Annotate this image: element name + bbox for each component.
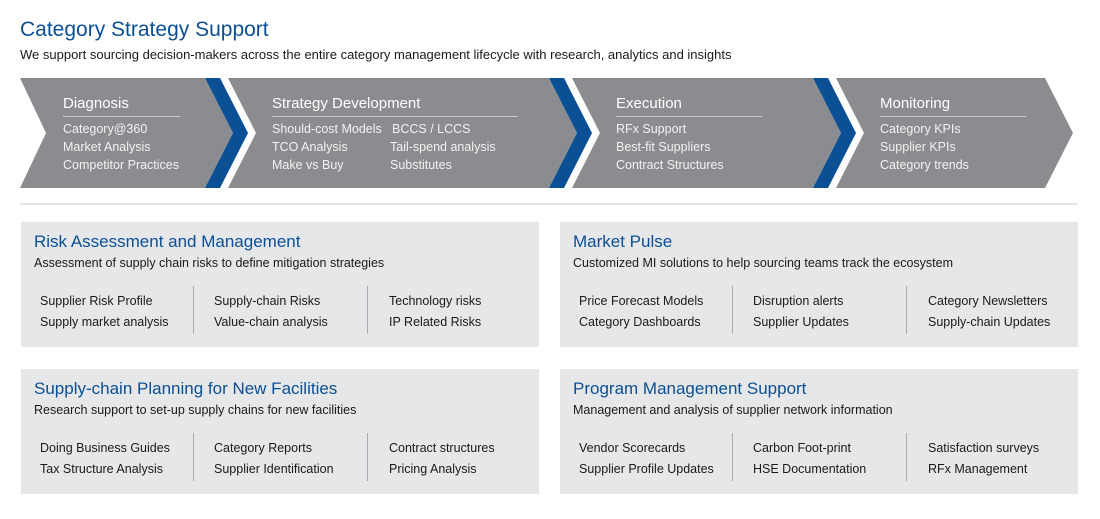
panel-title: Program Management Support xyxy=(573,379,807,398)
list-item: Supply-chain Updates xyxy=(928,315,1051,329)
panel-risk-assessment: Risk Assessment and Management Assessmen… xyxy=(21,222,539,347)
list-item: Value-chain analysis xyxy=(214,315,328,329)
stage-item: Category KPIs xyxy=(880,122,961,136)
separator-3 xyxy=(813,78,856,188)
panel-market-pulse: Market Pulse Customized MI solutions to … xyxy=(560,222,1078,347)
stage-name: Strategy Development xyxy=(272,95,421,112)
panel-title: Risk Assessment and Management xyxy=(34,232,301,251)
list-item: Supplier Risk Profile xyxy=(40,294,153,308)
column-separator xyxy=(732,433,733,481)
list-item: Technology risks xyxy=(389,294,482,308)
panel-program-management: Program Management Support Management an… xyxy=(560,369,1078,494)
list-item: Category Newsletters xyxy=(928,294,1048,308)
panel-column: Satisfaction surveys RFx Management xyxy=(928,438,1039,480)
panel-column: Category Newsletters Supply-chain Update… xyxy=(928,291,1050,333)
list-item: Vendor Scorecards xyxy=(579,441,686,455)
stage-item: Substitutes xyxy=(390,158,452,172)
column-separator xyxy=(367,433,368,481)
list-item: Category Dashboards xyxy=(579,315,701,329)
list-item: Supply-chain Risks xyxy=(214,294,321,308)
panel-supply-chain-planning: Supply-chain Planning for New Facilities… xyxy=(21,369,539,494)
page-subtitle: We support sourcing decision-makers acro… xyxy=(20,47,732,62)
panel-column: Supplier Risk Profile Supply market anal… xyxy=(40,291,169,333)
panel-column: Supply-chain Risks Value-chain analysis xyxy=(214,291,328,333)
chevron-strategy xyxy=(228,78,577,188)
separator-1 xyxy=(205,78,248,188)
panel-column: Carbon Foot-print HSE Documentation xyxy=(753,438,866,480)
stage-rule xyxy=(63,116,180,117)
chevron-diagnosis xyxy=(20,78,233,188)
stage-item: Market Analysis xyxy=(63,140,151,154)
page-title: Category Strategy Support xyxy=(20,18,269,41)
list-item: IP Related Risks xyxy=(389,315,482,329)
list-item: HSE Documentation xyxy=(753,462,867,476)
stage-rule xyxy=(272,116,518,117)
list-item: Contract structures xyxy=(389,441,495,455)
list-item: Category Reports xyxy=(214,441,312,455)
chevron-monitoring xyxy=(836,78,1073,188)
panel-description: Management and analysis of supplier netw… xyxy=(573,403,893,417)
list-item: Tax Structure Analysis xyxy=(40,462,163,476)
stage-item: Should-cost Models xyxy=(272,122,382,136)
stage-item: Make vs Buy xyxy=(272,158,344,172)
list-item: Supplier Updates xyxy=(753,315,849,329)
column-separator xyxy=(193,433,194,481)
stage-item: RFx Support xyxy=(616,122,687,136)
panel-column: Category Reports Supplier Identification xyxy=(214,438,334,480)
panel-column: Disruption alerts Supplier Updates xyxy=(753,291,849,333)
separator-2 xyxy=(549,78,592,188)
stage-item: Competitor Practices xyxy=(63,158,180,172)
list-item: Supply market analysis xyxy=(40,315,169,329)
list-item: RFx Management xyxy=(928,462,1028,476)
stage-rule xyxy=(616,116,762,117)
panel-column: Doing Business Guides Tax Structure Anal… xyxy=(40,438,170,480)
column-separator xyxy=(193,286,194,334)
panel-column: Vendor Scorecards Supplier Profile Updat… xyxy=(579,438,714,480)
list-item: Disruption alerts xyxy=(753,294,844,308)
stage-item: BCCS / LCCS xyxy=(392,122,471,136)
stage-item: TCO Analysis xyxy=(272,140,348,154)
stage-item: Tail-spend analysis xyxy=(390,140,496,154)
lifecycle-flow: Diagnosis Category@360 Market Analysis C… xyxy=(0,78,1100,188)
stage-item: Supplier KPIs xyxy=(880,140,956,154)
section-divider xyxy=(20,203,1078,205)
chevron-execution xyxy=(572,78,841,188)
stage-name: Execution xyxy=(616,95,682,112)
stage-item: Category trends xyxy=(880,158,969,172)
panel-column: Price Forecast Models Category Dashboard… xyxy=(579,291,703,333)
list-item: Pricing Analysis xyxy=(389,462,477,476)
panel-title: Supply-chain Planning for New Facilities xyxy=(34,379,338,398)
panel-column: Contract structures Pricing Analysis xyxy=(389,438,495,480)
list-item: Supplier Identification xyxy=(214,462,334,476)
column-separator xyxy=(367,286,368,334)
stage-item: Category@360 xyxy=(63,122,148,136)
column-separator xyxy=(906,433,907,481)
list-item: Doing Business Guides xyxy=(40,441,170,455)
stage-name: Diagnosis xyxy=(63,95,129,112)
stage-name: Monitoring xyxy=(880,95,951,112)
column-separator xyxy=(906,286,907,334)
stage-item: Best-fit Suppliers xyxy=(616,140,711,154)
panel-description: Assessment of supply chain risks to defi… xyxy=(34,256,385,270)
panel-description: Research support to set-up supply chains… xyxy=(34,403,357,417)
panel-description: Customized MI solutions to help sourcing… xyxy=(573,256,954,270)
stage-item: Contract Structures xyxy=(616,158,724,172)
list-item: Price Forecast Models xyxy=(579,294,704,308)
list-item: Satisfaction surveys xyxy=(928,441,1040,455)
chevron-shapes xyxy=(20,78,1073,188)
panel-column: Technology risks IP Related Risks xyxy=(389,291,481,333)
column-separator xyxy=(732,286,733,334)
list-item: Supplier Profile Updates xyxy=(579,462,714,476)
panel-title: Market Pulse xyxy=(573,232,673,251)
list-item: Carbon Foot-print xyxy=(753,441,851,455)
stage-rule xyxy=(880,116,1026,117)
